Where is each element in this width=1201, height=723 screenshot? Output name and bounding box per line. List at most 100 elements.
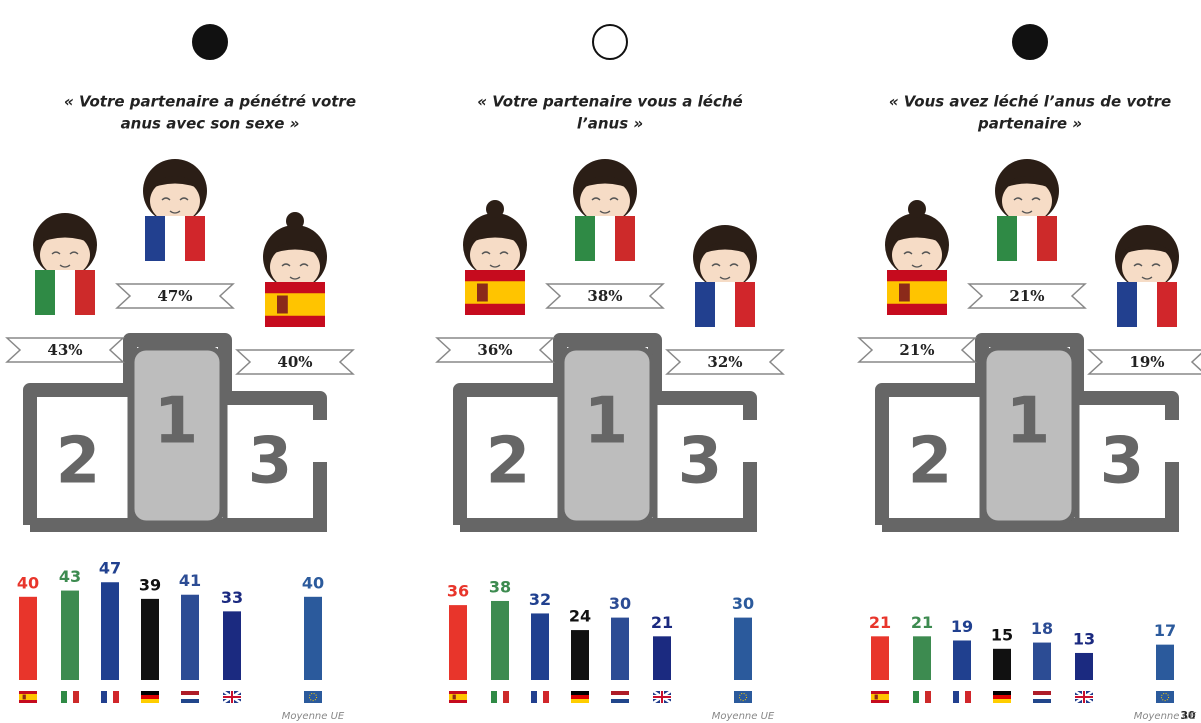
flag-stripe bbox=[265, 293, 325, 316]
bar bbox=[61, 591, 79, 680]
flag-stripe bbox=[19, 694, 37, 700]
flag-emblem bbox=[453, 695, 456, 700]
flag-stripe bbox=[185, 216, 205, 261]
icon bbox=[1013, 25, 1047, 59]
flag bbox=[734, 691, 752, 703]
panel-title: anus avec son sexe » bbox=[121, 115, 300, 133]
flag-stripe bbox=[734, 691, 752, 703]
flag-stripe bbox=[575, 216, 595, 261]
flag-stripe bbox=[73, 691, 79, 703]
podium-label: 36% bbox=[477, 341, 512, 359]
bar-value: 17 bbox=[1154, 621, 1176, 640]
character bbox=[463, 200, 527, 277]
flag-stripe bbox=[959, 691, 965, 703]
bar bbox=[101, 582, 119, 680]
bar bbox=[953, 640, 971, 680]
flag bbox=[181, 691, 199, 703]
flag-stripe bbox=[571, 699, 589, 703]
icon bbox=[593, 25, 627, 59]
flag-stripe bbox=[925, 691, 931, 703]
bar bbox=[611, 618, 629, 680]
bar bbox=[449, 605, 467, 680]
flag-stripe bbox=[1033, 699, 1051, 703]
bar-value: 36 bbox=[447, 582, 469, 601]
character bbox=[33, 213, 97, 277]
bar-value: 33 bbox=[221, 588, 243, 607]
flag-stripe bbox=[997, 216, 1017, 261]
bar bbox=[1075, 653, 1093, 680]
flag bbox=[653, 691, 671, 703]
flag bbox=[993, 691, 1011, 703]
flag-stripe bbox=[953, 691, 959, 703]
flag-stripe bbox=[919, 691, 925, 703]
flag-stripe bbox=[75, 270, 95, 315]
category-label: Moyenne UE bbox=[1134, 711, 1197, 722]
bar-value: 30 bbox=[732, 594, 754, 613]
flag-stripe bbox=[35, 270, 55, 315]
bar-value: 40 bbox=[17, 573, 39, 592]
flag bbox=[695, 282, 755, 327]
flag-stripe bbox=[735, 282, 755, 327]
flag-stripe bbox=[965, 691, 971, 703]
podium-label: 47% bbox=[157, 287, 192, 305]
flag-stripe bbox=[165, 216, 185, 261]
flag-stripe bbox=[611, 691, 629, 695]
character bbox=[885, 200, 949, 277]
flag bbox=[1033, 691, 1051, 703]
flag-stripe bbox=[497, 691, 503, 703]
flag-stripe bbox=[107, 691, 113, 703]
flag-stripe bbox=[695, 282, 715, 327]
flag-stripe bbox=[543, 691, 549, 703]
flag-stripe bbox=[101, 691, 107, 703]
flag-stripe bbox=[871, 694, 889, 700]
flag bbox=[1156, 691, 1174, 703]
character bbox=[995, 159, 1059, 223]
podium-rank: 2 bbox=[908, 425, 953, 499]
flag-stripe bbox=[61, 691, 67, 703]
flag bbox=[465, 270, 525, 315]
flag-stripe bbox=[141, 691, 159, 695]
flag bbox=[571, 691, 589, 703]
icon bbox=[193, 25, 227, 59]
bar bbox=[491, 601, 509, 680]
bar bbox=[1156, 645, 1174, 680]
bar bbox=[913, 636, 931, 680]
flag-stripe bbox=[181, 699, 199, 703]
panel-title: « Vous avez léché l’anus de votre bbox=[889, 93, 1171, 111]
flag-stripe bbox=[503, 691, 509, 703]
bar-value: 21 bbox=[651, 613, 673, 632]
flag-stripe bbox=[145, 216, 165, 261]
podium-label: 43% bbox=[47, 341, 82, 359]
podium-rank: 2 bbox=[56, 425, 101, 499]
bar-value: 32 bbox=[529, 590, 551, 609]
panel-title: l’anus » bbox=[577, 115, 643, 133]
flag-emblem bbox=[899, 284, 910, 302]
flag bbox=[101, 691, 119, 703]
bun bbox=[286, 212, 304, 230]
flag-stripe bbox=[141, 695, 159, 699]
podium-rank: 3 bbox=[1100, 425, 1145, 499]
podium-label: 38% bbox=[587, 287, 622, 305]
flag-emblem bbox=[277, 296, 288, 314]
flag bbox=[223, 691, 241, 703]
bar bbox=[571, 630, 589, 680]
flag-stripe bbox=[611, 699, 629, 703]
bar-value: 19 bbox=[951, 617, 973, 636]
bar bbox=[181, 595, 199, 680]
flag-stripe bbox=[113, 691, 119, 703]
flag-stripe bbox=[993, 695, 1011, 699]
bar-value: 21 bbox=[869, 613, 891, 632]
flag-stripe bbox=[1033, 691, 1051, 695]
flag bbox=[491, 691, 509, 703]
flag bbox=[913, 691, 931, 703]
bar bbox=[141, 599, 159, 680]
flag-stripe bbox=[1137, 282, 1157, 327]
flag bbox=[953, 691, 971, 703]
podium-label: 32% bbox=[707, 353, 742, 371]
flag-stripe bbox=[1017, 216, 1037, 261]
flag bbox=[575, 216, 635, 261]
flag-stripe bbox=[611, 695, 629, 699]
bar-value: 38 bbox=[489, 577, 511, 596]
podium-rank: 1 bbox=[1006, 385, 1051, 459]
flag-emblem bbox=[23, 695, 26, 700]
